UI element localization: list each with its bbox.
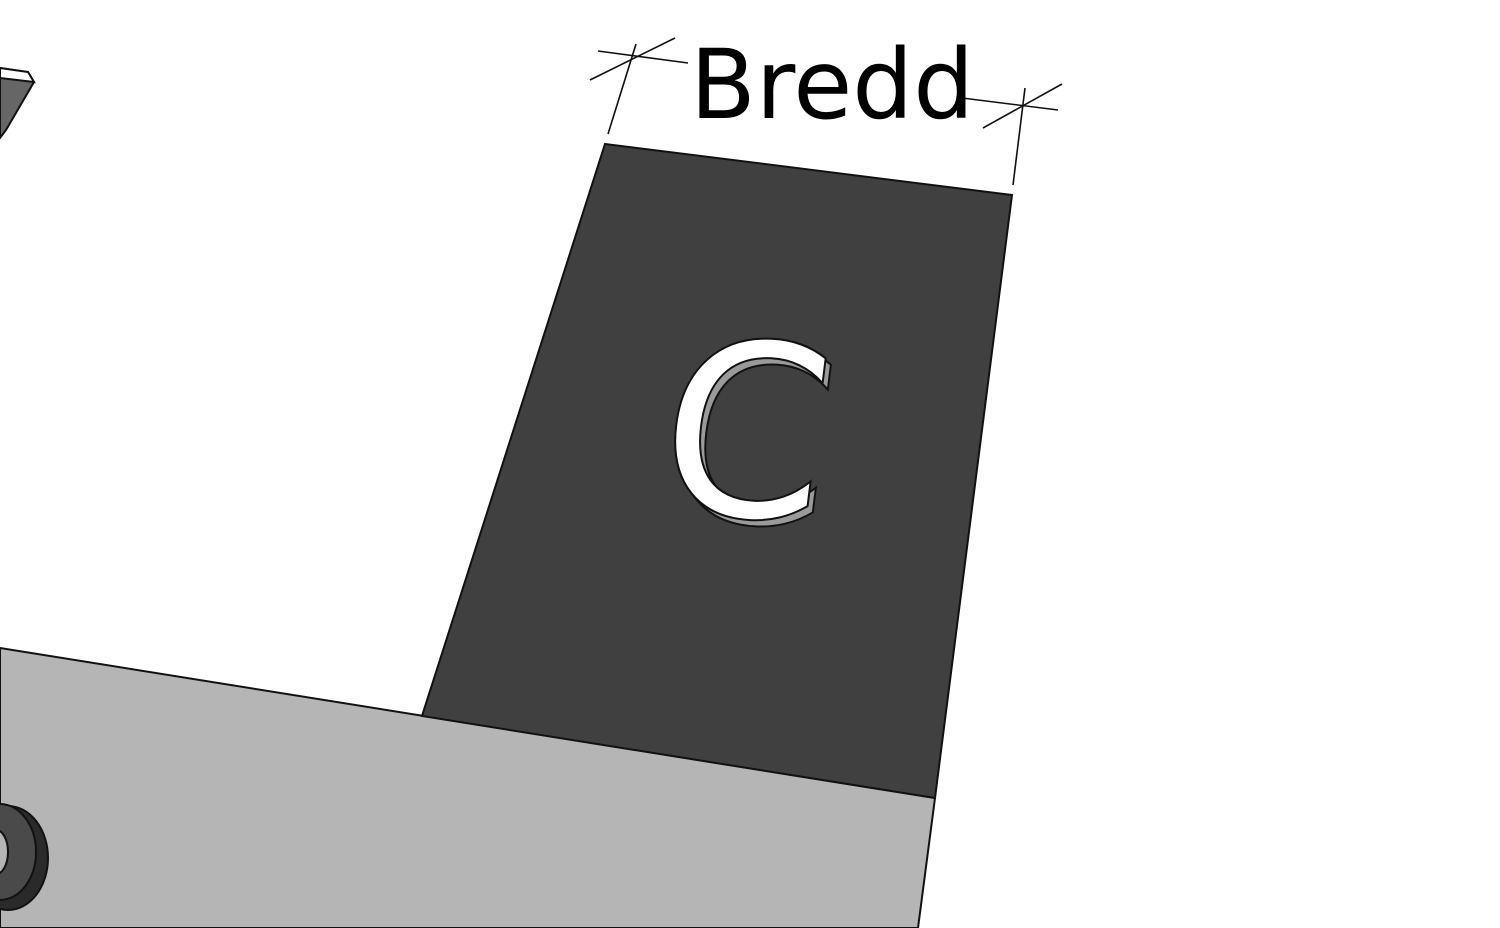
dimension-line-left (597, 50, 689, 64)
panel-letter-shadow: C (650, 295, 851, 583)
dimension-tick-right (982, 83, 1063, 129)
panel-letter-face: C (645, 289, 846, 577)
width-dimension (589, 37, 1063, 186)
dimension-label: Bredd (690, 29, 974, 141)
panel-letter: C C (644, 288, 852, 584)
dark-panel (420, 142, 1014, 800)
dimension-line-right (961, 97, 1059, 111)
dimension-tick-left (589, 37, 676, 81)
dimension-extension-left (607, 43, 637, 135)
dimension-extension-right (1012, 87, 1026, 186)
partial-object-top-left (0, 66, 36, 140)
partial-ring-object (0, 803, 49, 911)
